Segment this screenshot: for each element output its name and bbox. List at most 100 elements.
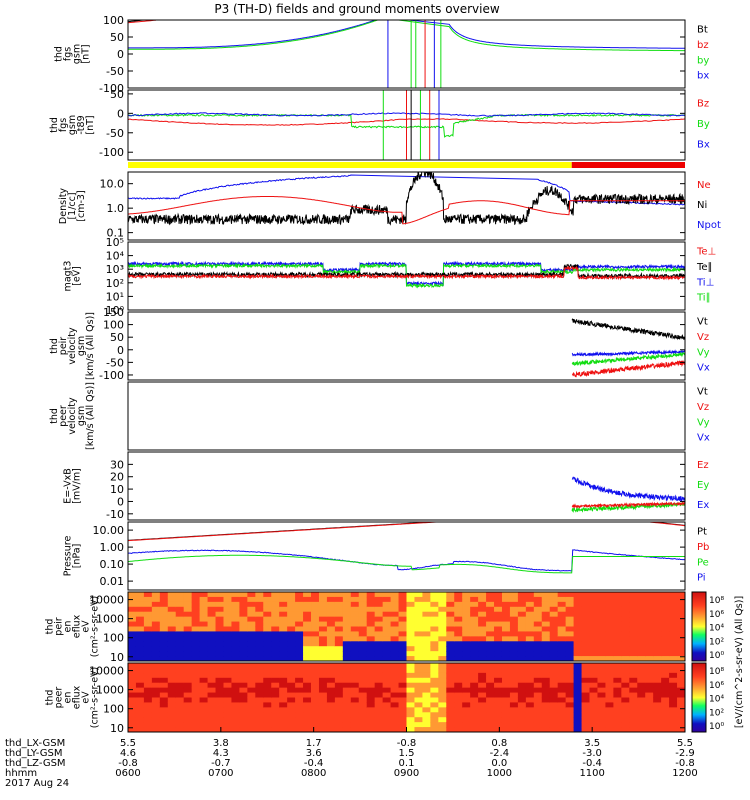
spectrogram-cell (605, 616, 614, 623)
spectrogram-cell (326, 646, 336, 652)
spectrogram-cell (358, 651, 368, 657)
spectrogram-cell (573, 687, 583, 694)
spectrogram-cell (669, 692, 678, 699)
spectrogram-cell (247, 641, 256, 647)
spectrogram-cell (239, 677, 248, 684)
spectrogram-cell (382, 707, 392, 713)
spectrogram-cell (223, 672, 233, 679)
spectrogram-cell (605, 707, 614, 713)
spectrogram-cell (621, 677, 630, 684)
y-tick-label: 1.00 (100, 541, 125, 554)
spectrogram-cell (366, 692, 376, 699)
spectrogram-cell (350, 697, 360, 704)
spectrogram-cell (143, 722, 153, 728)
spectrogram-cell (239, 606, 248, 613)
spectrogram-cell (581, 631, 591, 637)
spectrogram-cell (342, 631, 352, 637)
spectrogram-cell (303, 626, 312, 633)
spectrogram-cell (645, 592, 654, 598)
spectrogram-cell (374, 656, 384, 661)
spectrogram-cell (390, 601, 400, 608)
colorbar-tick-label: 10⁶ (709, 610, 724, 620)
spectrogram-cell (494, 712, 503, 718)
spectrogram-cell (183, 656, 193, 661)
spectrogram-cell (454, 656, 463, 661)
spectrogram-cell (478, 712, 487, 718)
spectrogram-cell (517, 697, 527, 704)
spectrogram-cell (494, 663, 503, 669)
panel-frame (127, 521, 686, 591)
spectrogram-cell (295, 621, 304, 628)
spectrogram-cell (279, 596, 288, 603)
spectrogram-cell (358, 641, 368, 647)
spectrogram-cell (414, 692, 424, 699)
spectrogram-cell (438, 672, 447, 679)
spectrogram-cell (565, 616, 575, 623)
spectrogram-cell (295, 601, 304, 608)
spectrogram-cell (406, 631, 416, 637)
spectrogram-cell (342, 712, 352, 718)
spectrogram-cell (255, 626, 264, 633)
spectrogram-cell (311, 631, 320, 637)
spectrogram-cell (334, 687, 344, 694)
spectrogram-cell (239, 641, 248, 647)
spectrogram-cell (358, 712, 368, 718)
spectrogram-cell (454, 646, 463, 652)
spectrogram-cell (454, 601, 463, 608)
spectrogram-cell (637, 646, 646, 652)
spectrogram-cell (541, 611, 551, 618)
spectrogram-cell (159, 601, 169, 608)
spectrogram-cell (629, 687, 638, 694)
spectrogram-cell (613, 596, 622, 603)
spectrogram-cell (128, 641, 137, 647)
spectrogram-cell (517, 596, 527, 603)
spectrogram-cell (613, 592, 622, 598)
spectrogram-cell (271, 626, 280, 633)
spectrogram-cell (557, 646, 567, 652)
panels: 100500-50-100thdfgsgsm[nT]Btbzbybx500-50… (45, 14, 721, 735)
spectrogram-cell (271, 596, 280, 603)
spectrogram-cell (382, 626, 392, 633)
spectrogram-cell (565, 636, 575, 642)
spectrogram-cell (342, 621, 352, 628)
spectrogram-cell (151, 646, 161, 652)
spectrogram-cell (541, 692, 551, 699)
legend-label: Bz (697, 98, 709, 109)
y-tick-label: 30 (110, 458, 124, 471)
spectrogram-cell (271, 697, 280, 704)
spectrogram-cell (430, 592, 439, 598)
spectrogram-cell (295, 611, 304, 618)
spectrogram-cell (287, 646, 296, 652)
spectrogram-cell (422, 636, 431, 642)
spectrogram-cell (613, 663, 622, 669)
spectrogram-cell (175, 687, 185, 694)
spectrogram-cell (191, 672, 201, 679)
y-label-line: gsm (76, 406, 87, 426)
spectrogram-cell (303, 707, 312, 713)
spectrogram-cell (478, 677, 487, 684)
spectrogram-cell (191, 717, 201, 723)
spectrogram-cell (462, 616, 471, 623)
spectrogram-cell (406, 682, 416, 689)
spectrogram-cell (342, 663, 352, 669)
spectrogram-cell (159, 636, 169, 642)
y-label-line: velocity (67, 327, 78, 365)
spectrogram-cell (486, 667, 495, 674)
spectrogram-cell (390, 692, 400, 699)
spectrogram-cell (525, 687, 535, 694)
spectrogram-cell (167, 592, 177, 598)
spectrogram-cell (637, 596, 646, 603)
spectrogram-cell (303, 722, 312, 728)
spectrogram-cell (486, 717, 495, 723)
spectrogram-cell (247, 682, 256, 689)
spectrogram-cell (295, 677, 304, 684)
spectrogram-cell (501, 687, 511, 694)
spectrogram-cell (438, 667, 447, 674)
spectrogram-cell (565, 727, 575, 732)
spectrogram-cell (326, 611, 336, 618)
spectrogram-cell (478, 717, 487, 723)
spectrogram-cell (645, 656, 654, 661)
spectrogram-cell (334, 641, 344, 647)
spectrogram-cell (406, 641, 416, 647)
